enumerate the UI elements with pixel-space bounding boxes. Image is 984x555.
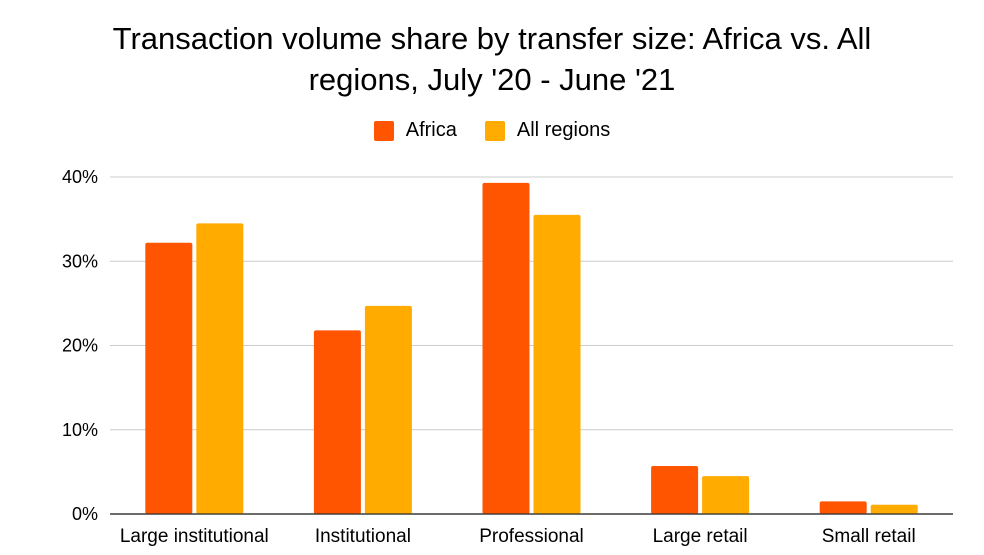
legend-item-africa[interactable]: Africa <box>373 119 457 142</box>
legend-label-africa: Africa <box>405 119 457 141</box>
legend-swatch-all-regions <box>484 120 505 141</box>
y-tick-label: 20% <box>62 336 98 356</box>
y-tick-label: 0% <box>72 504 98 524</box>
bar-africa <box>651 465 699 514</box>
legend-label-all-regions: All regions <box>516 119 611 141</box>
bar-africa <box>313 330 361 514</box>
chart-title: Transaction volume share by transfer siz… <box>0 18 984 100</box>
y-tick-label: 10% <box>62 420 98 440</box>
bar-all-regions <box>870 504 918 514</box>
bar-africa <box>482 182 530 514</box>
bar-africa <box>145 242 193 514</box>
legend-item-all-regions[interactable]: All regions <box>484 119 611 142</box>
bar-all-regions <box>533 214 581 514</box>
chart-title-line-2: regions, July '20 - June '21 <box>308 62 676 97</box>
y-tick-label: 40% <box>62 167 98 187</box>
chart-title-line-1: Transaction volume share by transfer siz… <box>112 21 872 56</box>
x-category-label: Small retail <box>822 526 916 547</box>
x-category-label: Large institutional <box>120 526 269 547</box>
bar-all-regions <box>702 476 750 514</box>
bar-all-regions <box>196 223 244 514</box>
x-category-label: Large retail <box>653 526 748 547</box>
legend-swatch-africa <box>373 120 394 141</box>
x-category-label: Professional <box>479 526 584 547</box>
x-category-label: Institutional <box>315 526 411 547</box>
legend: Africa All regions <box>0 119 984 142</box>
bar-africa <box>819 501 867 514</box>
bar-all-regions <box>364 305 412 514</box>
y-tick-label: 30% <box>62 251 98 271</box>
